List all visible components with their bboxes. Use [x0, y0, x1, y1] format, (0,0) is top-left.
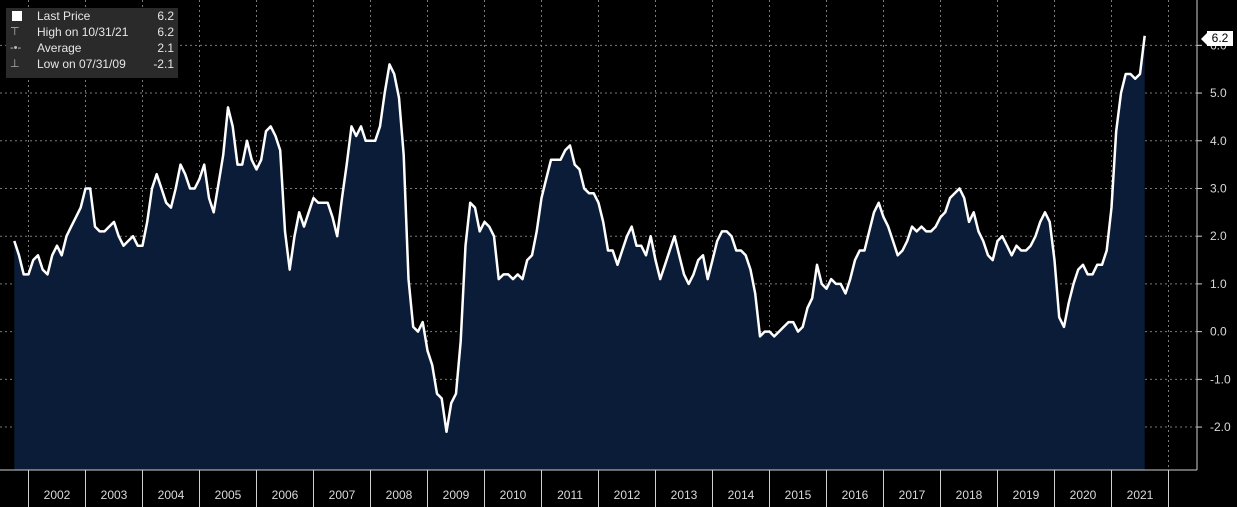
legend: Last Price 6.2 ⊤ High on 10/31/21 6.2 -•… [6, 8, 178, 78]
x-tick-label: 2015 [785, 488, 812, 502]
x-tick-label: 2011 [557, 488, 583, 502]
y-tick-label: 0.0 [1210, 325, 1227, 339]
high-marker-icon: ⊤ [10, 26, 20, 38]
x-tick-label: 2006 [272, 488, 299, 502]
y-axis-ticks: -2.0-1.00.01.02.03.04.05.06.0 [1197, 38, 1231, 434]
x-tick-label: 2004 [158, 488, 185, 502]
series-area [14, 35, 1145, 471]
x-axis-ticks: 2002 2003 2004 2005 2006 2007 2008 2009 2010 2011… [28, 470, 1169, 507]
square-icon [12, 11, 22, 21]
x-tick-label: 2008 [386, 488, 413, 502]
x-tick-label: 2012 [614, 488, 641, 502]
legend-value: -2.1 [153, 57, 174, 71]
series-line [13, 35, 1146, 434]
x-tick-label: 2009 [443, 488, 470, 502]
y-tick-label: 1.0 [1210, 277, 1227, 291]
y-tick-label: 4.0 [1210, 134, 1227, 148]
y-tick-label: 3.0 [1210, 181, 1227, 195]
x-tick-label: 2007 [329, 488, 356, 502]
y-tick-label: -2.0 [1210, 420, 1231, 434]
low-marker-icon: ⊥ [10, 58, 20, 70]
x-tick-label: 2017 [899, 488, 926, 502]
legend-item-last-price: Last Price 6.2 [6, 8, 178, 24]
last-value-tag: 6.2 [1201, 31, 1233, 46]
x-tick-label: 2016 [842, 488, 869, 502]
legend-item-average: -•- Average 2.1 [6, 40, 178, 56]
legend-value: 6.2 [157, 25, 174, 39]
x-tick-label: 2019 [1013, 488, 1040, 502]
legend-value: 6.2 [157, 9, 174, 23]
average-line-icon: -•- [10, 42, 22, 54]
x-tick-label: 2014 [728, 488, 755, 502]
legend-item-high: ⊤ High on 10/31/21 6.2 [6, 24, 178, 40]
legend-label: Low on 07/31/09 [37, 57, 126, 71]
legend-label: Last Price [37, 9, 91, 23]
x-tick-label: 2010 [500, 488, 527, 502]
x-tick-label: 2013 [671, 488, 698, 502]
y-tick-label: 5.0 [1210, 86, 1227, 100]
x-tick-label: 2003 [101, 488, 128, 502]
x-tick-label: 2021 [1127, 488, 1154, 502]
x-tick-label: 2018 [956, 488, 983, 502]
y-tick-label: 2.0 [1210, 229, 1227, 243]
legend-label: Average [37, 41, 82, 55]
legend-item-low: ⊥ Low on 07/31/09 -2.1 [6, 56, 178, 72]
x-tick-label: 2005 [215, 488, 242, 502]
x-tick-label: 2002 [44, 488, 71, 502]
x-tick-label: 2020 [1070, 488, 1097, 502]
legend-label: High on 10/31/21 [37, 25, 129, 39]
legend-value: 2.1 [157, 41, 174, 55]
y-tick-label: -1.0 [1210, 372, 1231, 386]
